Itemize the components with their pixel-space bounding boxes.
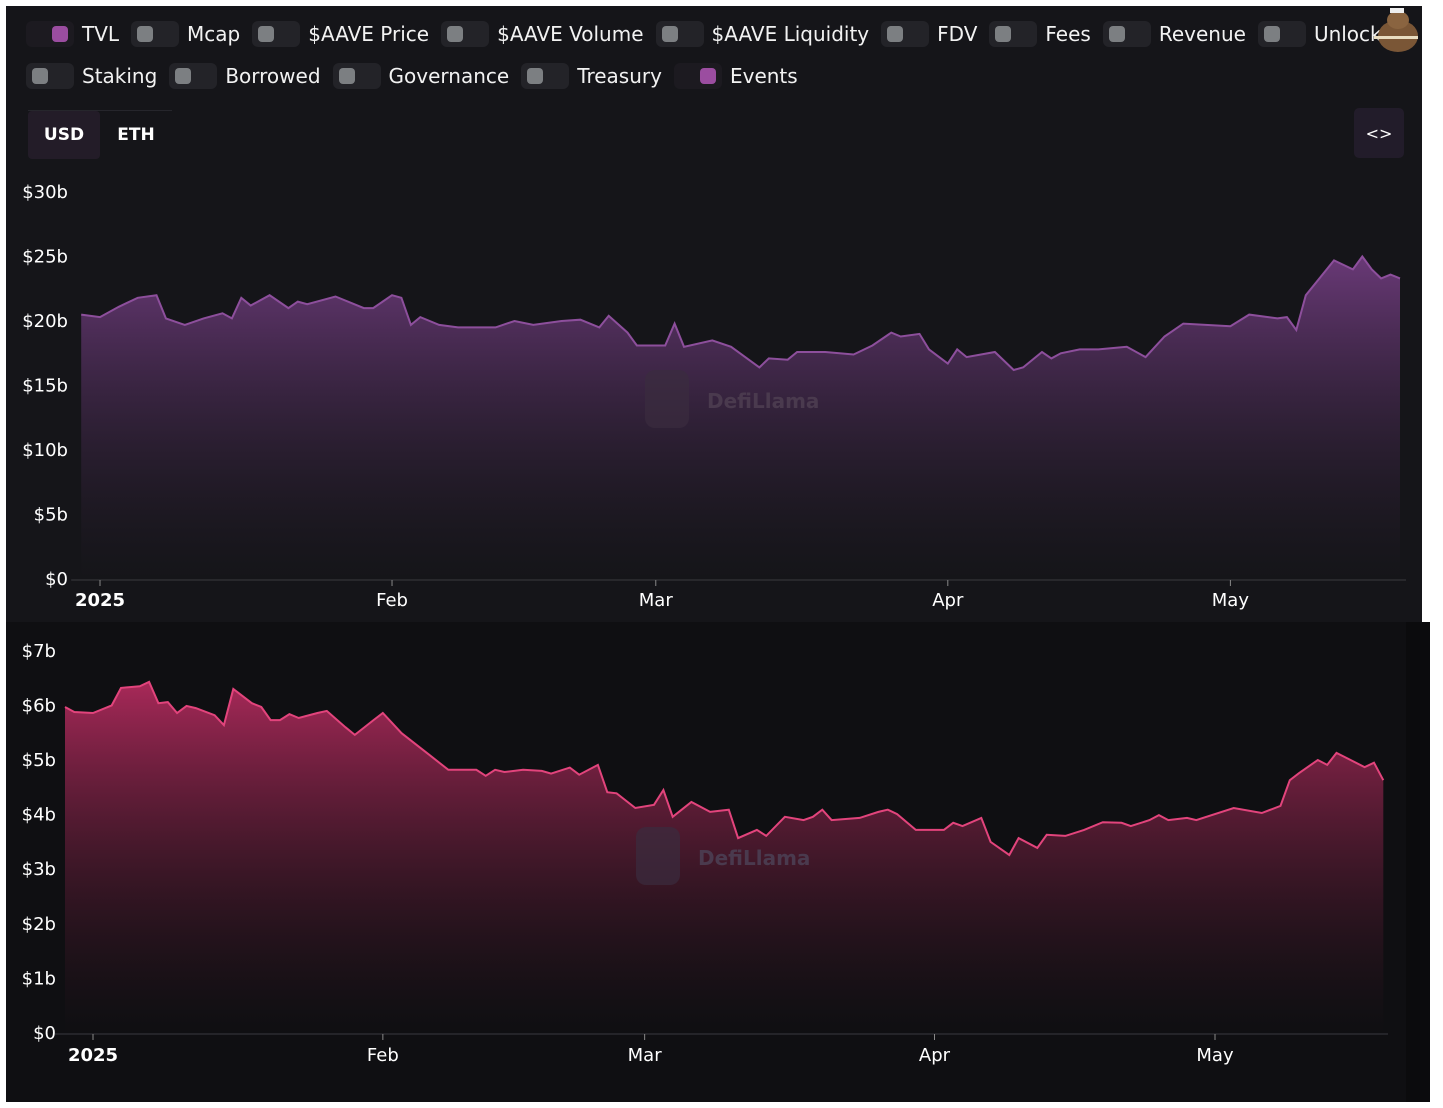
y-tick-label: $4b — [22, 805, 56, 826]
toggle-switch[interactable] — [131, 21, 180, 47]
y-tick-label: $7b — [22, 641, 56, 662]
legend-toggle-unlocks[interactable]: Unlocks — [1257, 21, 1392, 47]
toggle-switch[interactable] — [655, 21, 704, 47]
toggle-knob — [1108, 26, 1125, 42]
embed-code-button[interactable]: <> — [1354, 108, 1404, 158]
legend-label: $AAVE Price — [308, 22, 430, 46]
y-tick-label: $6b — [22, 695, 56, 716]
legend-toggle-aave-volume[interactable]: $AAVE Volume — [441, 21, 644, 47]
y-tick-label: $20b — [22, 311, 68, 332]
x-tick-label: May — [1212, 590, 1250, 611]
legend-toggle-fees[interactable]: Fees — [989, 21, 1091, 47]
scrollbar-track — [1406, 622, 1430, 1102]
tvl-chart: $0 $5b $10b $15b $20b $25b $30b 2025 Feb Mar Apr Ma… — [22, 182, 1406, 611]
toggle-switch[interactable] — [332, 63, 381, 89]
y-tick-label: $5b — [34, 505, 68, 526]
legend-label: $AAVE Liquidity — [711, 22, 870, 46]
legend-toggle-revenue[interactable]: Revenue — [1102, 21, 1246, 47]
legend-toggle-tvl[interactable]: TVL — [26, 21, 119, 47]
area-fill — [81, 256, 1401, 579]
y-tick-label: $1b — [22, 968, 56, 989]
legend-label: Fees — [1045, 22, 1091, 46]
toggle-knob — [447, 26, 464, 42]
toggle-switch[interactable] — [1102, 21, 1151, 47]
toggle-switch[interactable] — [26, 21, 74, 47]
toggle-knob — [699, 68, 716, 84]
toggle-switch[interactable] — [521, 63, 570, 89]
legend-toggle-aave-price[interactable]: $AAVE Price — [252, 21, 429, 47]
x-tick-label: 2025 — [68, 1045, 118, 1066]
toggle-knob — [175, 68, 192, 84]
currency-usd-button[interactable]: USD — [28, 111, 100, 159]
toggle-knob — [52, 26, 68, 42]
y-tick-label: $0 — [33, 1023, 56, 1044]
defillama-logo-icon — [636, 827, 680, 885]
legend-label: $AAVE Volume — [497, 22, 644, 46]
legend-toggle-aave-liquidity[interactable]: $AAVE Liquidity — [655, 21, 870, 47]
y-tick-label: $2b — [22, 914, 56, 935]
toggle-switch[interactable] — [881, 21, 930, 47]
legend-toggle-borrowed[interactable]: Borrowed — [169, 63, 321, 89]
legend-toggle-staking[interactable]: Staking — [26, 63, 157, 89]
defillama-logo-icon — [645, 370, 689, 428]
toggle-knob — [32, 68, 48, 84]
y-tick-label: $3b — [22, 859, 56, 880]
toggle-switch[interactable] — [1257, 21, 1306, 47]
y-tick-label: $10b — [22, 440, 68, 461]
toggle-switch[interactable] — [169, 63, 218, 89]
toggle-switch[interactable] — [989, 21, 1038, 47]
toggle-knob — [995, 26, 1012, 42]
x-tick-label: 2025 — [75, 590, 125, 611]
llama-mascot-icon — [1374, 8, 1418, 52]
toggle-switch[interactable] — [673, 63, 722, 89]
series-line — [64, 680, 1385, 857]
legend-toggle-treasury[interactable]: Treasury — [521, 63, 662, 89]
watermark: DefiLlama — [698, 846, 810, 870]
y-tick-label: $0 — [45, 569, 68, 590]
series-line — [81, 254, 1401, 372]
legend-row-1: TVL Mcap $AAVE Price $AAVE Volume $AAVE Liqu… — [26, 21, 1404, 47]
currency-switch: USD ETH — [28, 110, 172, 159]
borrowed-chart: $0 $1b $2b $3b $4b $5b $6b $7b 2025 Feb Mar Apr May D… — [22, 641, 1388, 1066]
toggle-switch[interactable] — [252, 21, 301, 47]
toggle-knob — [1263, 26, 1280, 42]
legend-toggle-governance[interactable]: Governance — [332, 63, 510, 89]
toggle-knob — [258, 26, 275, 42]
toggle-knob — [527, 68, 544, 84]
toggle-switch[interactable] — [26, 63, 74, 89]
legend-label: Treasury — [577, 64, 662, 88]
toggle-knob — [887, 26, 904, 42]
x-tick-label: Feb — [367, 1045, 399, 1066]
x-tick-label: Apr — [919, 1045, 951, 1066]
currency-eth-button[interactable]: ETH — [117, 125, 155, 145]
x-tick-label: Mar — [639, 590, 674, 611]
x-tick-label: Apr — [932, 590, 964, 611]
y-tick-label: $5b — [22, 750, 56, 771]
x-tick-label: Mar — [628, 1045, 663, 1066]
y-tick-label: $30b — [22, 182, 68, 203]
legend-label: TVL — [82, 22, 120, 46]
toggle-switch[interactable] — [441, 21, 490, 47]
x-tick-label: May — [1196, 1045, 1234, 1066]
legend-label: Governance — [388, 64, 510, 88]
area-fill — [65, 681, 1384, 1033]
legend-label: Revenue — [1158, 22, 1246, 46]
legend-label: Staking — [82, 64, 158, 88]
x-tick-label: Feb — [376, 590, 408, 611]
legend-toggle-events[interactable]: Events — [673, 63, 798, 89]
legend-toggle-fdv[interactable]: FDV — [881, 21, 977, 47]
legend-label: Borrowed — [225, 64, 321, 88]
legend-toggle-mcap[interactable]: Mcap — [131, 21, 240, 47]
legend-row-2: Staking Borrowed Governance Treasury Events — [26, 63, 810, 89]
watermark: DefiLlama — [707, 389, 819, 413]
toggle-knob — [661, 26, 678, 42]
y-tick-label: $25b — [22, 247, 68, 268]
toggle-knob — [338, 68, 355, 84]
legend-label: Mcap — [187, 22, 241, 46]
toggle-knob — [137, 26, 154, 42]
y-tick-label: $15b — [22, 376, 68, 397]
legend-label: FDV — [937, 22, 978, 46]
legend-label: Events — [729, 64, 798, 88]
